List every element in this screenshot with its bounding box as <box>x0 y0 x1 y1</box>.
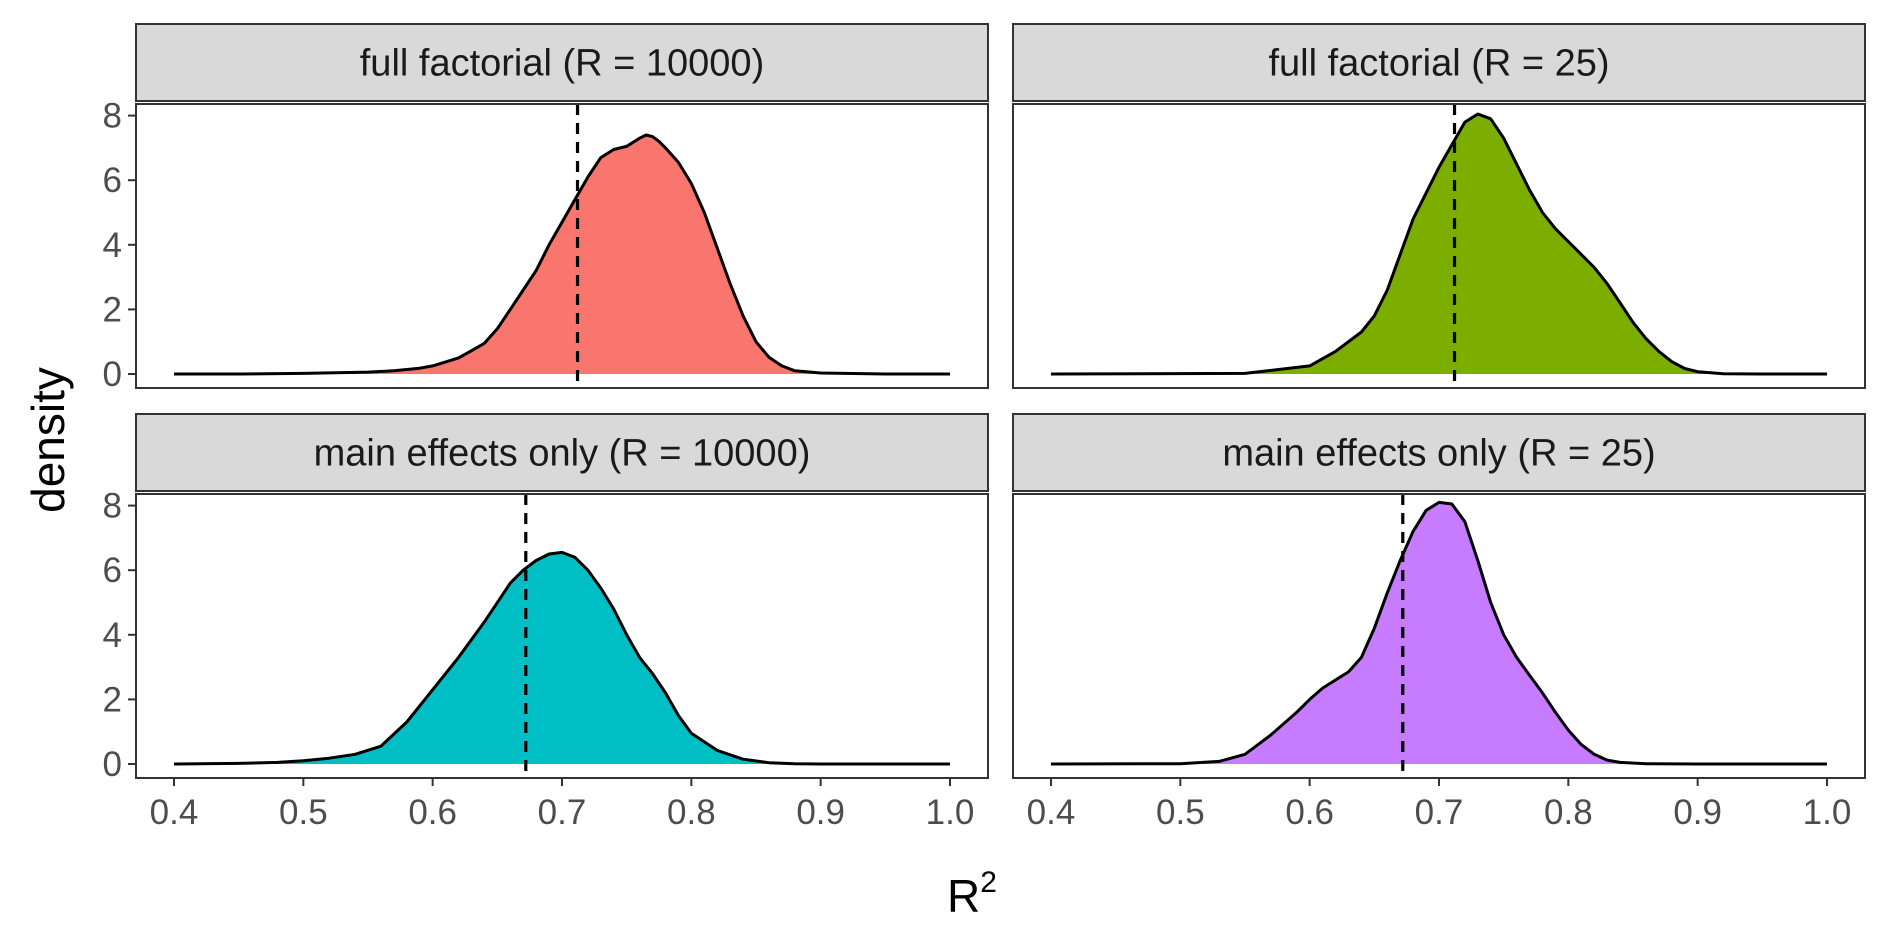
facet-panels: full factorial (R = 10000) full factorial… <box>128 23 1866 786</box>
y-tick-label: 2 <box>103 680 122 719</box>
x-axis-title-base: R <box>947 870 980 922</box>
y-tick-label: 8 <box>103 97 122 136</box>
facet-strip <box>135 23 989 102</box>
x-tick-label: 0.4 <box>150 793 199 832</box>
facet-panel: full factorial (R = 10000) <box>128 23 989 389</box>
x-tick-label: 0.5 <box>279 793 328 832</box>
density-line <box>173 550 950 766</box>
density-line <box>174 133 950 376</box>
facet-panel: main effects only (R = 10000) <box>128 413 989 786</box>
y-axis-tick-labels: 0 2 4 6 8 0 2 4 6 8 <box>103 97 122 784</box>
y-tick-label: 6 <box>103 161 122 200</box>
x-tick-label: 0.4 <box>1027 793 1076 832</box>
density-line <box>1050 500 1827 766</box>
x-tick-label: 0.7 <box>538 793 587 832</box>
y-tick-label: 0 <box>103 355 122 394</box>
x-tick-label: 0.6 <box>1285 793 1334 832</box>
facet-strip-label: main effects only (R = 25) <box>1222 433 1655 475</box>
x-tick-label: 1.0 <box>926 793 975 832</box>
x-axis-tick-labels: 0.4 0.5 0.6 0.7 0.8 0.9 1.0 0.4 0.5 0.6 0.7 0.8 0.9 1… <box>150 793 1852 832</box>
y-tick-label: 6 <box>103 551 122 590</box>
y-tick-label: 4 <box>103 226 122 265</box>
y-tick-label: 8 <box>103 487 122 526</box>
y-tick-label: 2 <box>103 290 122 329</box>
facet-strip-label: full factorial (R = 25) <box>1268 43 1609 85</box>
panel-border <box>1012 103 1866 389</box>
panel-border <box>135 103 989 389</box>
y-axis-title: density <box>22 367 74 513</box>
density-area <box>174 135 950 374</box>
density-area <box>1051 502 1827 764</box>
facet-strip-label: full factorial (R = 10000) <box>360 43 764 85</box>
facet-strip <box>1012 23 1866 102</box>
x-axis-title: R2 <box>947 866 997 922</box>
facet-panel: main effects only (R = 25) <box>1012 413 1866 786</box>
facet-strip <box>1012 413 1866 492</box>
x-tick-label: 0.9 <box>1673 793 1722 832</box>
x-tick-label: 0.8 <box>667 793 716 832</box>
x-tick-label: 0.8 <box>1544 793 1593 832</box>
y-tick-label: 0 <box>103 745 122 784</box>
density-area <box>174 552 950 764</box>
x-axis-title-superscript: 2 <box>980 866 997 899</box>
facet-panel: full factorial (R = 25) <box>1012 23 1866 389</box>
density-area <box>1051 114 1827 374</box>
x-tick-label: 1.0 <box>1803 793 1852 832</box>
x-tick-label: 0.7 <box>1415 793 1464 832</box>
facet-strip-label: main effects only (R = 10000) <box>314 433 811 475</box>
y-tick-label: 4 <box>103 616 122 655</box>
x-tick-label: 0.5 <box>1156 793 1205 832</box>
density-line <box>1050 112 1827 376</box>
facet-strip <box>135 413 989 492</box>
x-tick-label: 0.6 <box>408 793 457 832</box>
x-tick-label: 0.9 <box>796 793 845 832</box>
